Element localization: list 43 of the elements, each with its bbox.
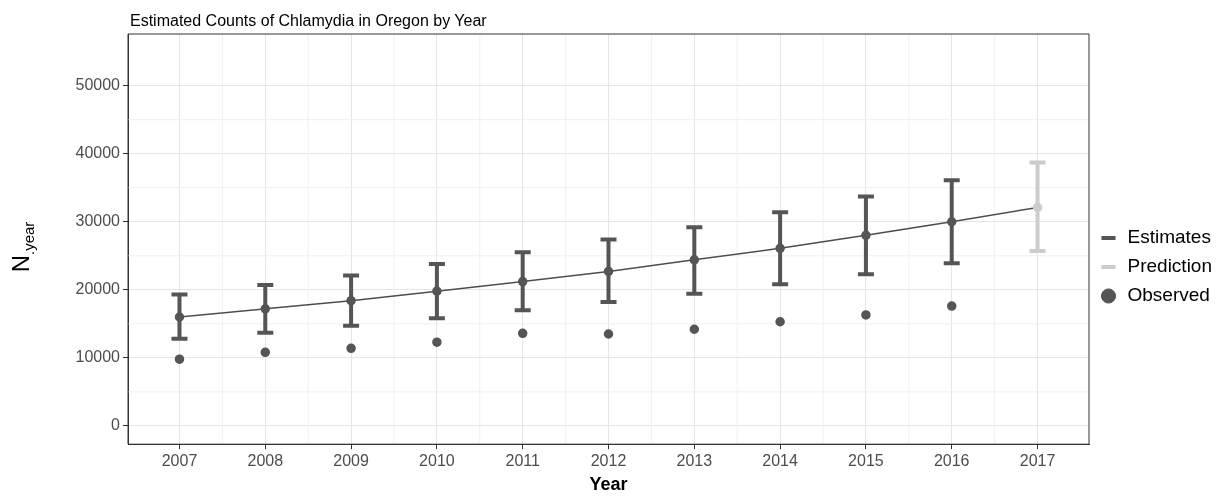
point — [517, 328, 528, 339]
y-tick-label: 40000 — [75, 144, 121, 162]
point — [346, 295, 356, 306]
x-tick-label: 2009 — [333, 452, 369, 470]
point — [260, 347, 271, 358]
point — [174, 354, 185, 364]
y-tick-label: 0 — [111, 416, 121, 434]
y-tick-label: 20000 — [75, 280, 121, 298]
point — [260, 304, 271, 314]
x-tick-label: 2013 — [676, 452, 713, 470]
point — [603, 329, 614, 339]
point — [517, 276, 528, 287]
legend-label: Prediction — [1127, 255, 1213, 277]
x-axis-title: Year — [589, 474, 628, 495]
x-tick-label: 2008 — [247, 452, 284, 470]
point — [775, 317, 785, 327]
x-tick-label: 2014 — [762, 452, 799, 470]
point — [432, 337, 442, 347]
y-tick-label: 30000 — [75, 212, 121, 230]
x-tick-label: 2012 — [590, 452, 627, 470]
point — [174, 312, 185, 322]
legend-label: Estimates — [1127, 226, 1211, 248]
x-tick-label: 2011 — [505, 452, 541, 470]
point — [689, 324, 700, 334]
x-tick-label: 2015 — [848, 452, 884, 470]
point — [432, 286, 442, 296]
point — [861, 230, 871, 241]
x-tick-label: 2007 — [161, 452, 198, 470]
point — [689, 255, 700, 265]
point — [1032, 202, 1043, 213]
x-tick-label: 2010 — [419, 452, 455, 470]
point — [346, 343, 356, 354]
chart-title: Estimated Counts of Chlamydia in Oregon by Year — [130, 12, 487, 30]
point — [861, 310, 871, 320]
legend-label: Observed — [1127, 284, 1210, 306]
y-tick-label: 50000 — [75, 76, 121, 94]
point — [775, 243, 785, 254]
x-tick-label: 2017 — [1019, 452, 1056, 470]
point — [603, 266, 614, 277]
y-tick-label: 10000 — [75, 348, 121, 366]
x-tick-label: 2016 — [933, 452, 970, 470]
point — [946, 301, 957, 311]
point — [946, 217, 957, 227]
